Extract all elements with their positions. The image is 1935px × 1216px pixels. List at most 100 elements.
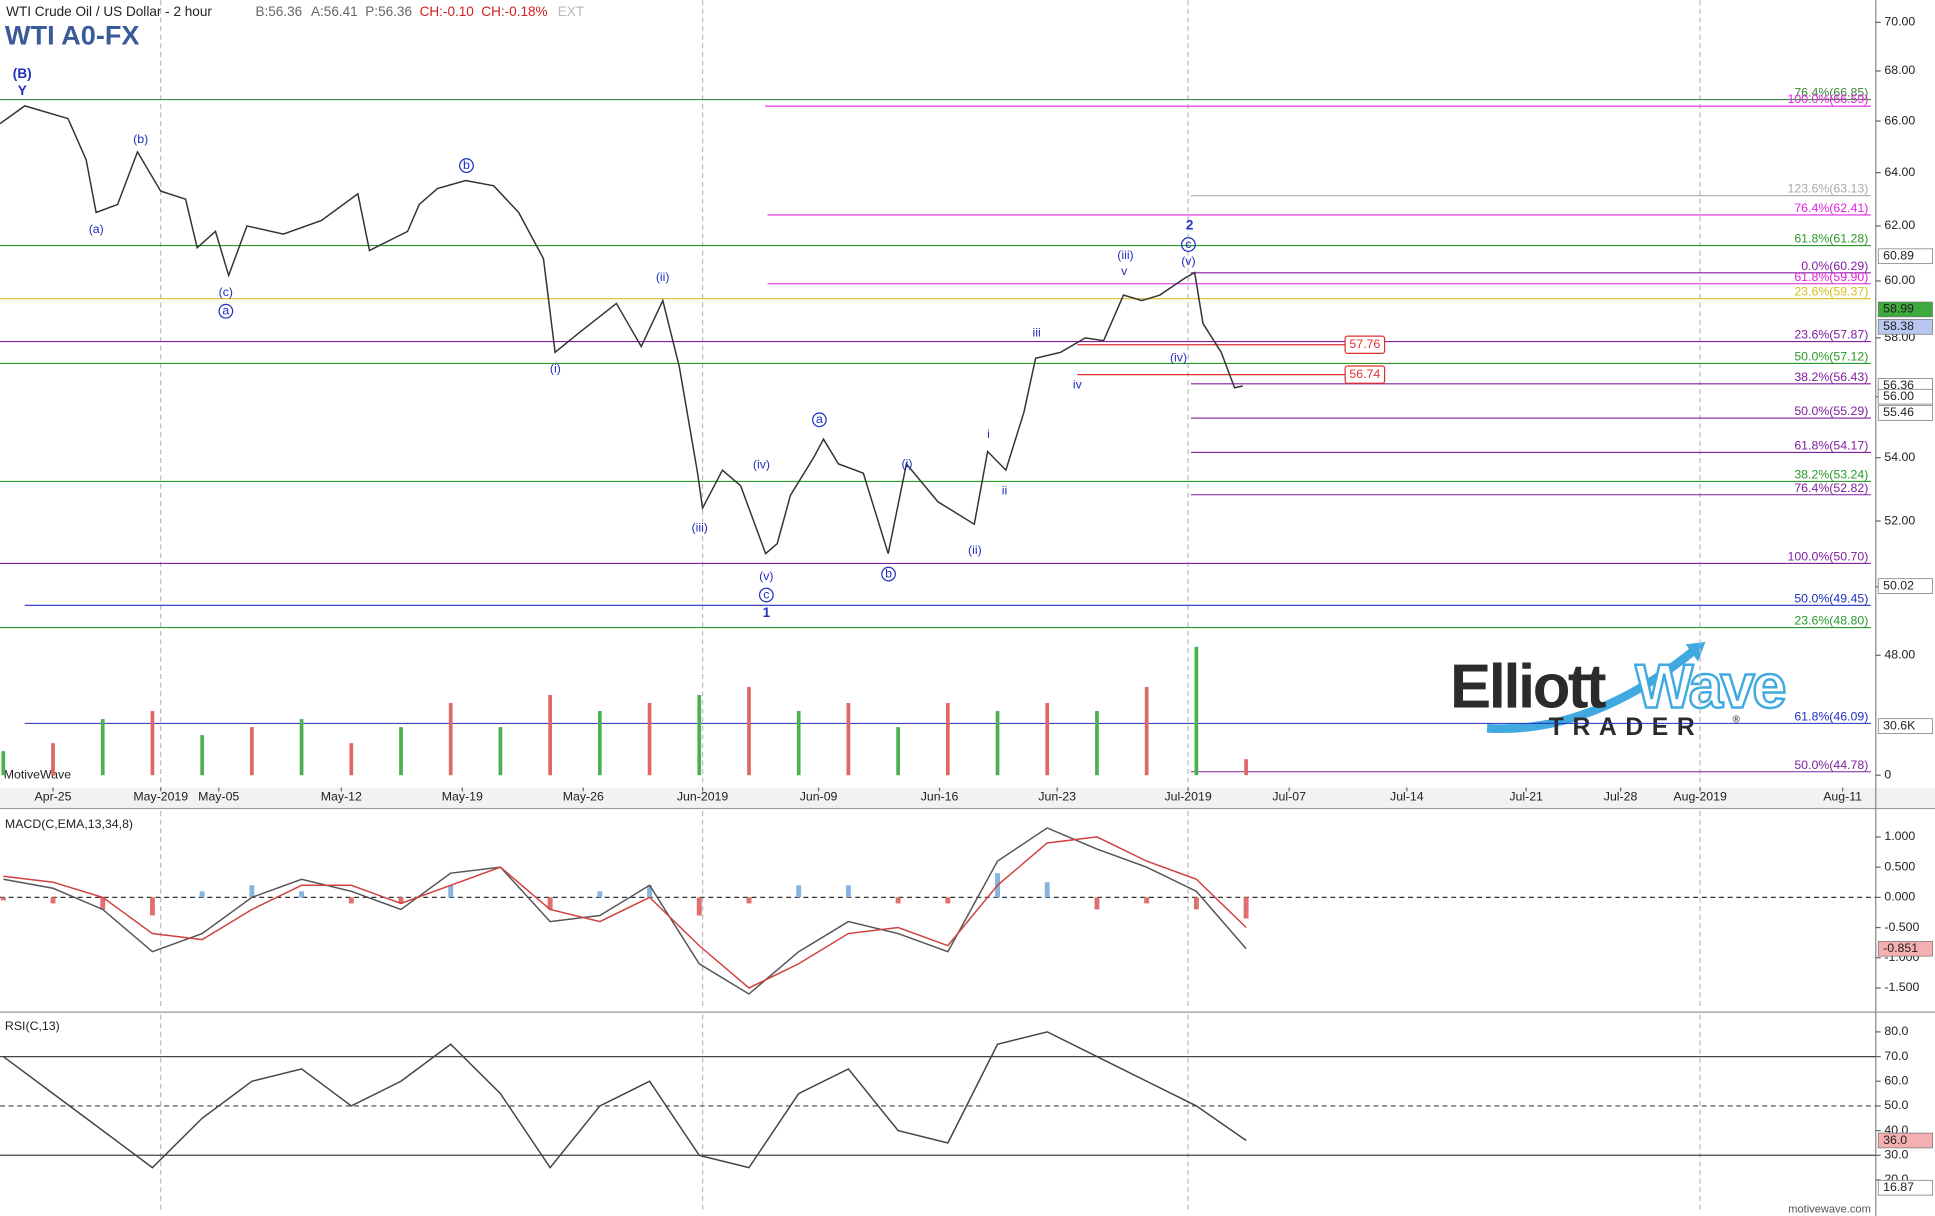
price-tag (1877, 1132, 1933, 1149)
price-tag (1877, 405, 1933, 421)
wave-label: (i) (550, 361, 561, 375)
logo: Elliott Wave TRADER ® (1450, 641, 1789, 741)
y-tick-label: -1.500 (1884, 980, 1919, 994)
quote-item: P:56.36 (365, 4, 412, 19)
target-box (1344, 365, 1386, 384)
volume-bar (548, 695, 552, 776)
wave-label: iv (1073, 378, 1083, 392)
x-tick-label: Jul-28 (1604, 790, 1638, 804)
fib-label: 61.8%(54.17) (1794, 439, 1868, 453)
y-tick-label: 30.0 (1884, 1148, 1908, 1162)
histogram-bar (348, 897, 354, 904)
wave-label: iii (1032, 326, 1040, 340)
wave-label: v (1121, 264, 1128, 278)
fib-label: 123.6%(63.13) (1787, 182, 1868, 196)
fib-label: 76.4%(62.41) (1794, 201, 1868, 215)
y-tick-label: 60.00 (1884, 273, 1915, 287)
fib-label: 38.2%(56.43) (1794, 370, 1868, 384)
histogram-bar (448, 885, 454, 898)
y-tick-label: 66.00 (1884, 113, 1915, 127)
x-tick-label: Jul-07 (1272, 790, 1306, 804)
histogram-bar (945, 897, 951, 904)
volume-bar (995, 711, 1000, 776)
histogram-bar (647, 885, 653, 898)
logo-arrow (1685, 641, 1706, 662)
data-line (0, 105, 1243, 555)
wave-circle (758, 587, 774, 603)
quote-item: CH:-0.10 (420, 4, 475, 19)
logo-subtext: TRADER (1549, 714, 1704, 741)
fib-label: 38.2%(53.24) (1794, 468, 1868, 482)
wave-label: (b) (133, 132, 148, 146)
wave-label: (iv) (1170, 350, 1187, 364)
price-tag-label: 36.0 (1883, 1133, 1907, 1147)
price-tag (1877, 940, 1933, 957)
x-tick-label: Jul-21 (1509, 790, 1543, 804)
y-tick-label: 50.0 (1884, 1098, 1908, 1112)
price-tag-label: 60.89 (1883, 249, 1914, 263)
logo-mark: ® (1733, 714, 1741, 725)
price-tag (1877, 319, 1933, 335)
price-tag (1877, 718, 1933, 734)
fib-label: 76.4%(52.82) (1794, 481, 1868, 495)
x-tick-label: Aug-11 (1823, 790, 1862, 804)
wave-label: (a) (89, 222, 104, 236)
volume-bar (846, 703, 851, 776)
data-line (2, 1031, 1247, 1169)
y-tick-label: 1.000 (1884, 829, 1915, 843)
wave-label: (ii) (968, 543, 982, 557)
histogram-bar (895, 897, 901, 904)
histogram-bar (796, 885, 802, 898)
wave-circle (459, 158, 474, 173)
volume-bar (448, 703, 453, 776)
y-tick-label: -0.500 (1884, 920, 1919, 934)
target-box (1344, 335, 1386, 355)
x-tick-label: Apr-25 (35, 790, 72, 804)
wave-label: (iv) (753, 458, 770, 472)
volume-bar (896, 727, 900, 776)
histogram-bar (597, 891, 603, 898)
rsi-title: RSI(C,13) (5, 1019, 60, 1033)
histogram-bar (746, 897, 752, 904)
brand: MotiveWave (4, 767, 72, 781)
histogram-bar (1094, 897, 1100, 910)
quote-item: A:56.41 (311, 4, 358, 19)
volume-bar (1244, 759, 1248, 776)
y-tick-label: 64.00 (1884, 165, 1915, 179)
wave-label: ii (1002, 484, 1007, 498)
x-tick-label: Aug-2019 (1673, 790, 1727, 804)
logo-text: Elliott (1450, 653, 1606, 722)
volume-bar (200, 735, 205, 776)
histogram-bar (1243, 897, 1249, 919)
y-tick-label: 54.00 (1884, 450, 1915, 464)
fib-label: 23.6%(57.87) (1794, 328, 1868, 342)
y-tick-label: 62.00 (1884, 218, 1915, 232)
volume-bar (100, 719, 105, 776)
wave-label: (iii) (1117, 248, 1133, 262)
histogram-bar (149, 897, 155, 916)
y-tick-label: 0 (1884, 767, 1891, 781)
fib-label: 76.4%(66.85) (1794, 86, 1868, 100)
x-tick-label: Jun-09 (800, 790, 838, 804)
histogram-bar (1144, 897, 1150, 904)
histogram-bar (199, 891, 205, 898)
volume-bar (747, 686, 751, 776)
wave-label: b (885, 566, 892, 580)
x-tick-label: Jul-14 (1390, 790, 1424, 804)
fib-label: 50.0%(55.29) (1794, 404, 1868, 418)
volume-bar (796, 711, 801, 776)
fib-label: 50.0%(49.45) (1794, 591, 1868, 605)
y-tick-label: 80.0 (1884, 1024, 1908, 1038)
macd-title: MACD(C,EMA,13,34,8) (5, 817, 133, 831)
x-tick-label: Jun-2019 (677, 790, 729, 804)
x-tick-label: Jun-16 (921, 790, 959, 804)
quote-item: CH:-0.18% (481, 4, 547, 19)
fib-label: 23.6%(48.80) (1794, 614, 1868, 628)
wave-label: (v) (759, 569, 773, 583)
fib-label: 61.8%(46.09) (1794, 709, 1868, 723)
title: WTI A0-FX (5, 19, 140, 50)
wave-label: (c) (219, 285, 233, 299)
fib-label: 50.0%(57.12) (1794, 350, 1868, 364)
y-tick-label: 52.00 (1884, 513, 1915, 527)
